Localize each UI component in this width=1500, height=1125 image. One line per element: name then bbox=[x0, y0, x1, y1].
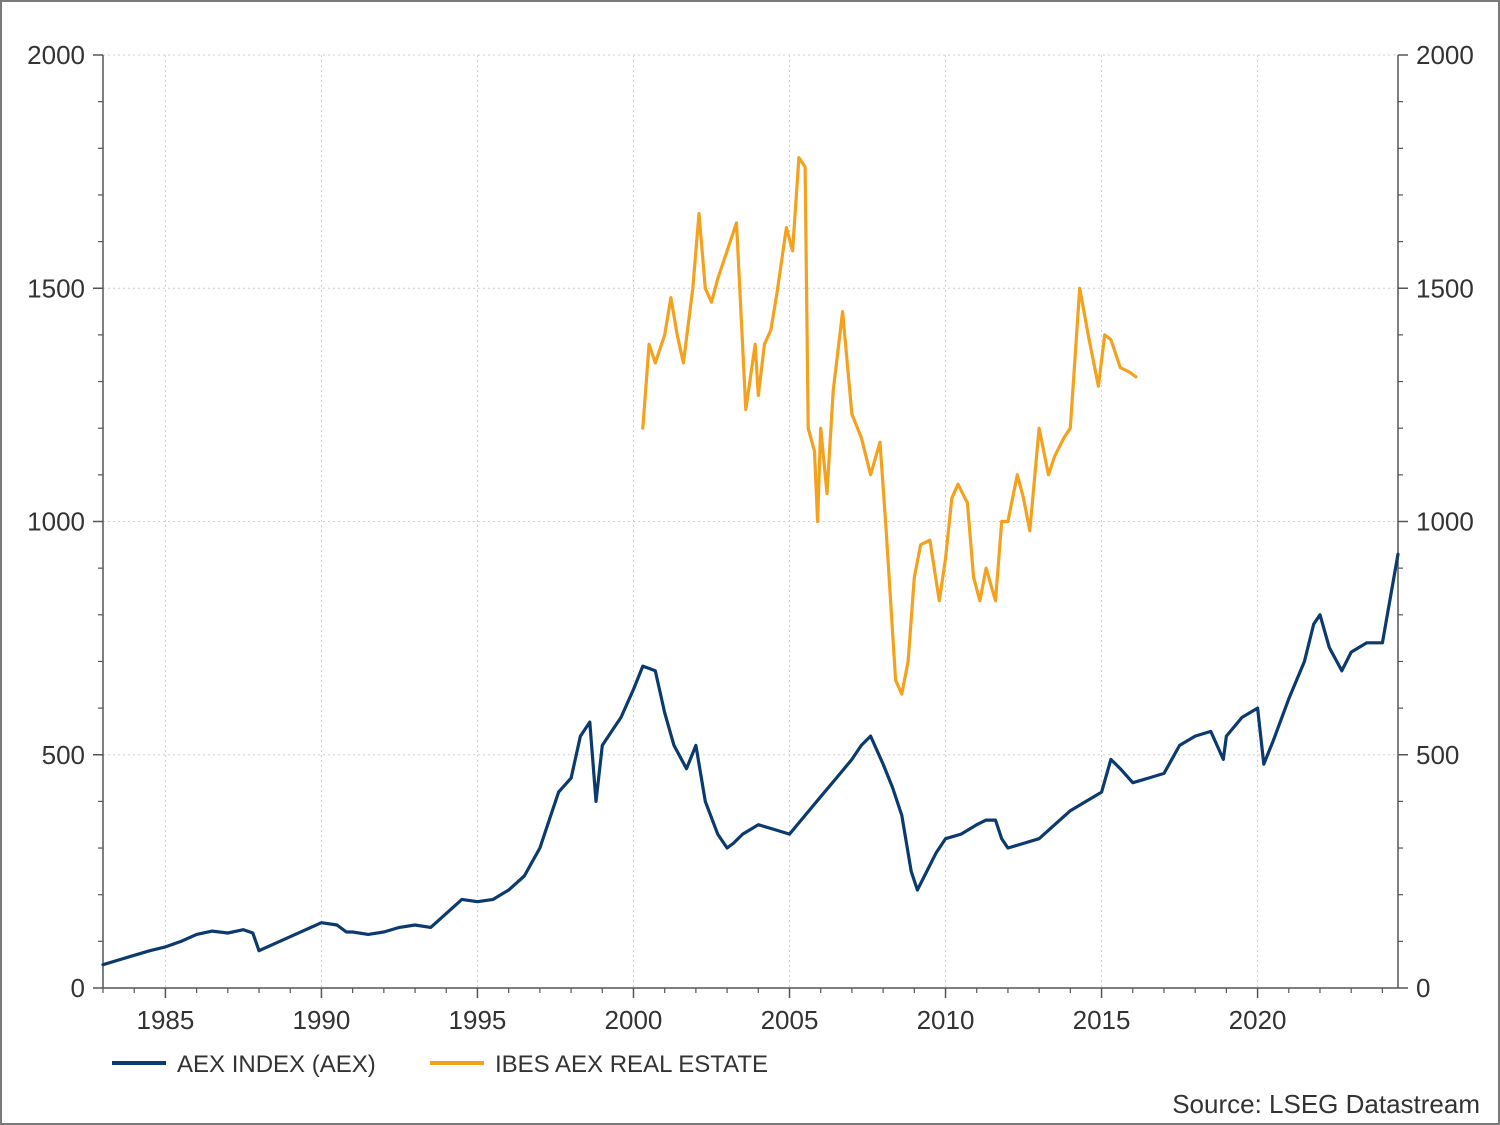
series-line-aex bbox=[101, 552, 1400, 967]
series-layer bbox=[101, 156, 1400, 967]
source-label: Source: LSEG Datastream bbox=[1172, 1089, 1480, 1119]
right-y-tick-label: 1500 bbox=[1416, 273, 1474, 303]
right-y-tick-label: 1000 bbox=[1416, 507, 1474, 537]
left-y-tick-label: 2000 bbox=[27, 40, 85, 70]
x-tick-label: 2010 bbox=[917, 1005, 975, 1035]
x-tick-label: 1990 bbox=[293, 1005, 351, 1035]
series-line-real-estate bbox=[641, 156, 1138, 696]
right-y-tick-label: 500 bbox=[1416, 740, 1459, 770]
left-y-tick-label: 1000 bbox=[27, 507, 85, 537]
left-y-tick-label: 1500 bbox=[27, 273, 85, 303]
axis-ticks: 1985 1990 1995 2000 2005 2010 2015 2020 0 0 500 500… bbox=[27, 40, 1474, 1035]
right-y-tick-label: 2000 bbox=[1416, 40, 1474, 70]
left-y-tick-label: 0 bbox=[71, 973, 85, 1003]
grid-lines bbox=[103, 54, 1398, 988]
legend-label-aex: AEX INDEX (AEX) bbox=[177, 1051, 376, 1078]
legend-label-real-estate: IBES AEX REAL ESTATE bbox=[495, 1051, 768, 1078]
left-y-tick-label: 500 bbox=[42, 740, 85, 770]
legend: AEX INDEX (AEX) IBES AEX REAL ESTATE bbox=[112, 1051, 768, 1078]
x-tick-label: 1985 bbox=[136, 1005, 194, 1035]
x-tick-label: 1995 bbox=[449, 1005, 507, 1035]
x-tick-label: 2005 bbox=[761, 1005, 819, 1035]
x-tick-label: 2000 bbox=[605, 1005, 663, 1035]
right-y-tick-label: 0 bbox=[1416, 973, 1430, 1003]
x-tick-label: 2020 bbox=[1229, 1005, 1287, 1035]
x-tick-label: 2015 bbox=[1073, 1005, 1131, 1035]
